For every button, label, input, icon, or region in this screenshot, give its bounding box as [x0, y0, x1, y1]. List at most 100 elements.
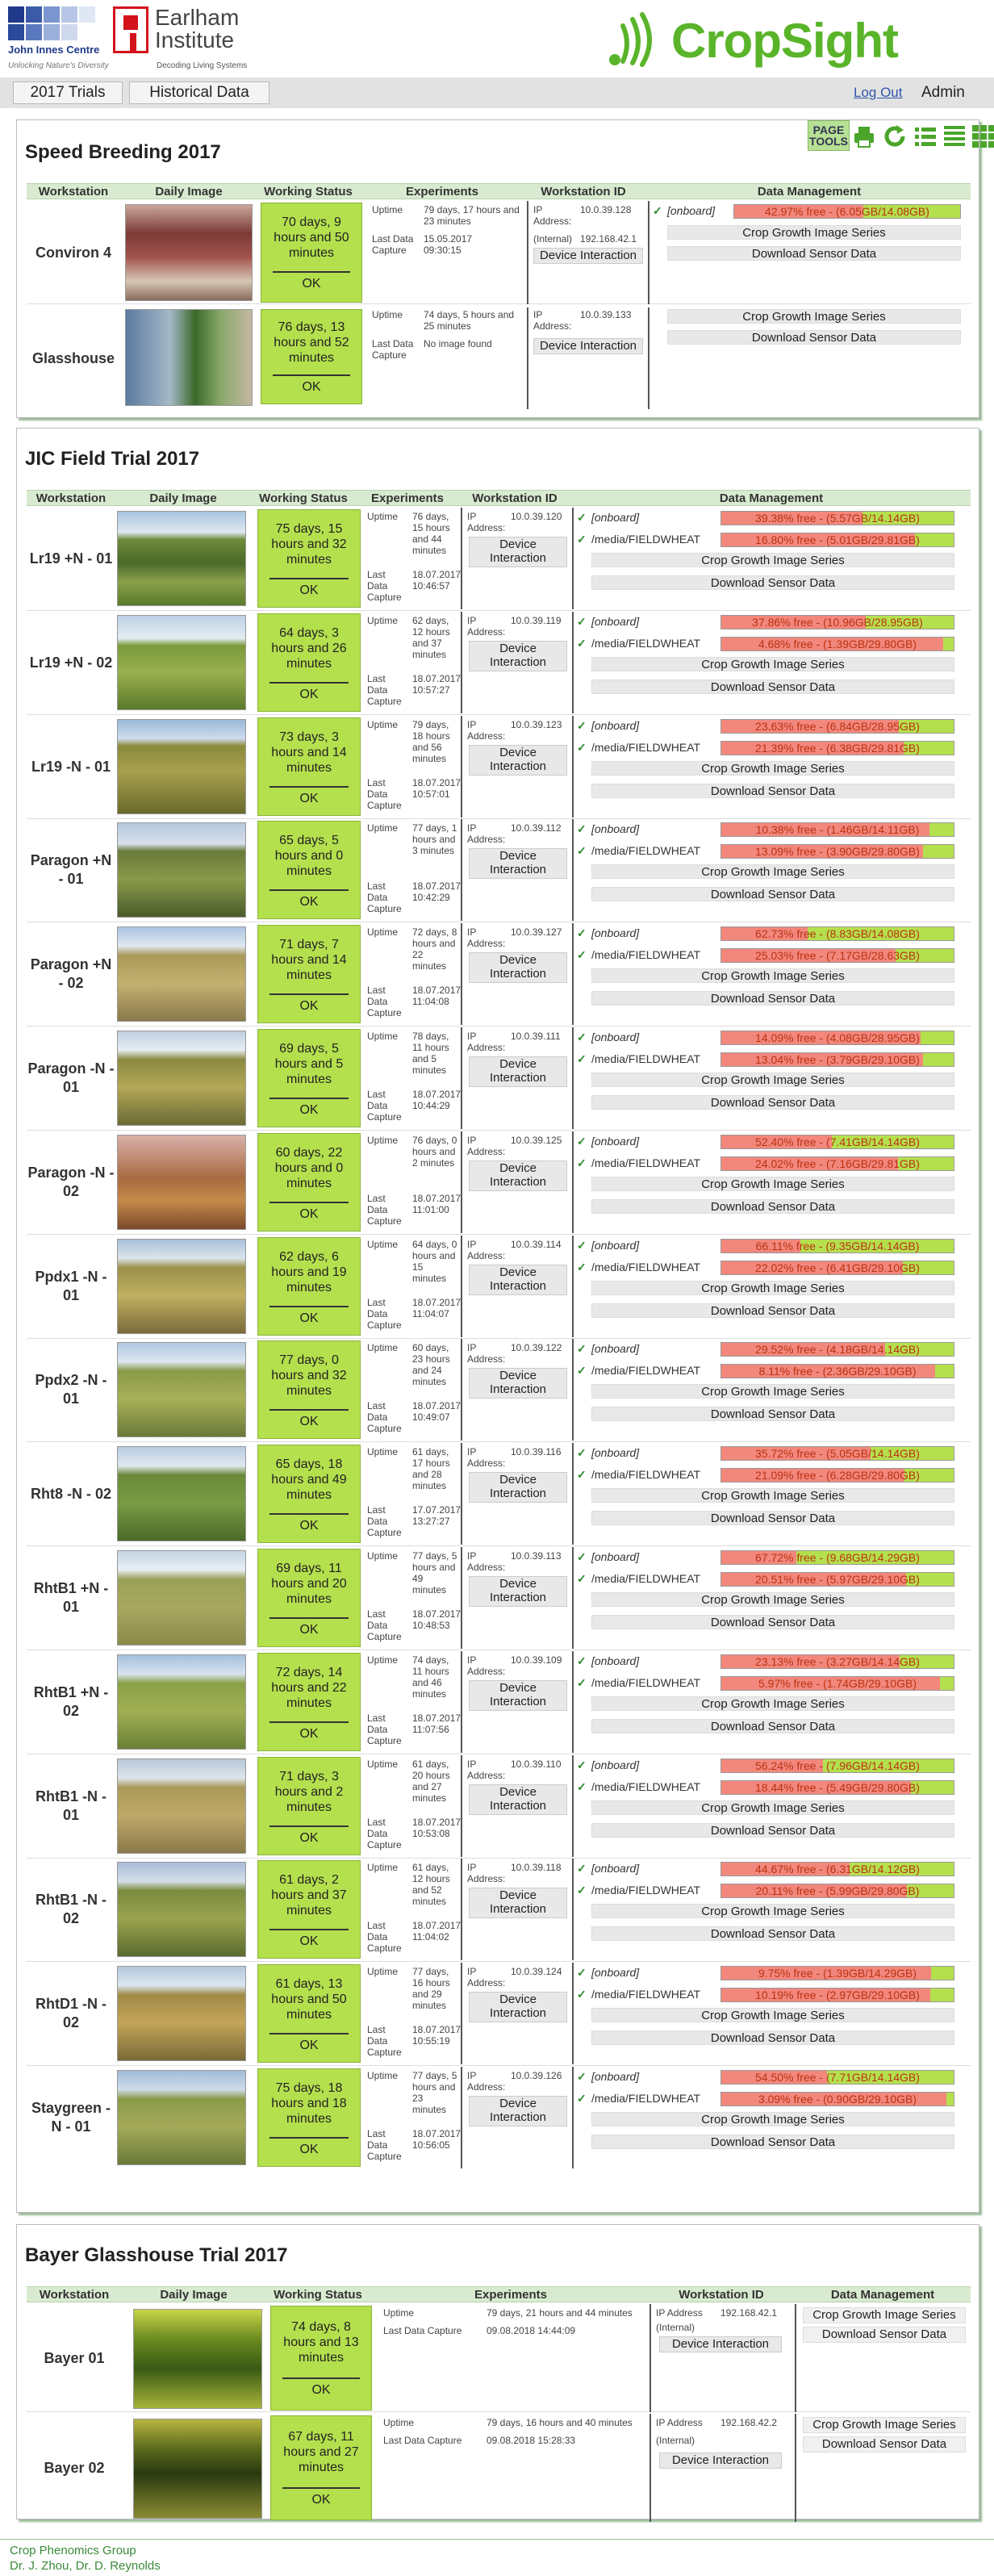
crop-growth-button[interactable]: Crop Growth Image Series — [591, 2112, 954, 2126]
workstation-name: Paragon +N - 01 — [30, 852, 112, 887]
daily-image[interactable] — [117, 1550, 246, 1646]
device-interaction-button[interactable]: Device Interaction — [469, 1680, 567, 1711]
download-sensor-button[interactable]: Download Sensor Data — [591, 2135, 954, 2149]
download-sensor-button[interactable]: Download Sensor Data — [591, 887, 954, 901]
crop-growth-button[interactable]: Crop Growth Image Series — [591, 761, 954, 776]
working-status: 76 days, 13 hours and 52 minutes OK — [261, 309, 362, 404]
crop-growth-button[interactable]: Crop Growth Image Series — [591, 968, 954, 983]
download-sensor-button[interactable]: Download Sensor Data — [591, 1303, 954, 1318]
daily-image[interactable] — [117, 2070, 246, 2165]
daily-image[interactable] — [117, 1135, 246, 1230]
device-interaction-button[interactable]: Device Interaction — [533, 248, 643, 264]
download-sensor-button[interactable]: Download Sensor Data — [591, 991, 954, 1006]
download-sensor-button[interactable]: Download Sensor Data — [591, 1199, 954, 1214]
device-interaction-button[interactable]: Device Interaction — [469, 1888, 567, 1918]
daily-image[interactable] — [125, 204, 253, 301]
download-sensor-button[interactable]: Download Sensor Data — [591, 1719, 954, 1733]
daily-image[interactable] — [117, 822, 246, 918]
disk-label-fieldwheat: /media/FIELDWHEAT — [591, 1156, 701, 1169]
crop-growth-button[interactable]: Crop Growth Image Series — [591, 1800, 954, 1815]
device-interaction-button[interactable]: Device Interaction — [469, 641, 567, 671]
daily-image[interactable] — [117, 926, 246, 1022]
grid-icon[interactable] — [971, 123, 994, 149]
device-interaction-button[interactable]: Device Interaction — [469, 1368, 567, 1399]
daily-image[interactable] — [125, 309, 253, 406]
crop-growth-button[interactable]: Crop Growth Image Series — [591, 1281, 954, 1295]
download-sensor-button[interactable]: Download Sensor Data — [803, 2327, 966, 2343]
crop-growth-button[interactable]: Crop Growth Image Series — [591, 1904, 954, 1918]
list-detail-icon[interactable] — [942, 123, 967, 149]
daily-image[interactable] — [117, 1966, 246, 2061]
download-sensor-button[interactable]: Download Sensor Data — [591, 2030, 954, 2045]
device-interaction-button[interactable]: Device Interaction — [469, 1160, 567, 1191]
crop-growth-button[interactable]: Crop Growth Image Series — [591, 1488, 954, 1503]
disk-usage-bar: 9.75% free - (1.39GB/14.29GB) — [720, 1966, 954, 1980]
download-sensor-button[interactable]: Download Sensor Data — [667, 246, 961, 261]
daily-image[interactable] — [117, 1758, 246, 1854]
earlham-logo[interactable]: Earlham Institute Decoding Living Systems — [113, 5, 258, 74]
crop-growth-button[interactable]: Crop Growth Image Series — [591, 1384, 954, 1399]
download-sensor-button[interactable]: Download Sensor Data — [591, 1511, 954, 1525]
device-interaction-button[interactable]: Device Interaction — [659, 2453, 782, 2469]
jic-logo[interactable]: John Innes Centre Unlocking Nature's Div… — [8, 6, 113, 73]
disk-usage-text: 54.50% free - (7.71GB/14.14GB) — [755, 2071, 920, 2084]
check-icon: ✓ — [577, 822, 587, 835]
download-sensor-button[interactable]: Download Sensor Data — [591, 680, 954, 694]
daily-image[interactable] — [117, 615, 246, 710]
list-icon[interactable] — [913, 123, 938, 149]
download-sensor-button[interactable]: Download Sensor Data — [591, 1615, 954, 1629]
cropsight-logo[interactable]: CropSight — [607, 8, 913, 73]
crop-growth-button[interactable]: Crop Growth Image Series — [803, 2417, 966, 2433]
crop-growth-button[interactable]: Crop Growth Image Series — [591, 1592, 954, 1607]
device-interaction-button[interactable]: Device Interaction — [469, 1265, 567, 1295]
download-sensor-button[interactable]: Download Sensor Data — [667, 330, 961, 345]
crop-growth-button[interactable]: Crop Growth Image Series — [591, 553, 954, 567]
crop-growth-button[interactable]: Crop Growth Image Series — [667, 225, 961, 240]
daily-image[interactable] — [117, 1654, 246, 1750]
device-interaction-button[interactable]: Device Interaction — [469, 1472, 567, 1503]
download-sensor-button[interactable]: Download Sensor Data — [591, 1926, 954, 1941]
daily-image[interactable] — [117, 719, 246, 814]
crop-growth-button[interactable]: Crop Growth Image Series — [591, 1177, 954, 1191]
workstation-id: IP Address: 10.0.39.109 Device Interaction — [461, 1651, 570, 1753]
device-interaction-button[interactable]: Device Interaction — [469, 1784, 567, 1815]
download-sensor-button[interactable]: Download Sensor Data — [591, 1823, 954, 1838]
device-interaction-button[interactable]: Device Interaction — [469, 745, 567, 776]
download-sensor-button[interactable]: Download Sensor Data — [591, 1095, 954, 1110]
device-interaction-button[interactable]: Device Interaction — [469, 1056, 567, 1087]
device-interaction-button[interactable]: Device Interaction — [469, 2096, 567, 2126]
ip-value: 10.0.39.122 — [511, 1342, 562, 1353]
print-icon[interactable] — [851, 123, 877, 149]
daily-image[interactable] — [133, 2419, 262, 2519]
device-interaction-button[interactable]: Device Interaction — [469, 1992, 567, 2022]
device-interaction-button[interactable]: Device Interaction — [469, 1576, 567, 1607]
daily-image[interactable] — [117, 1862, 246, 1957]
daily-image[interactable] — [117, 1446, 246, 1541]
download-sensor-button[interactable]: Download Sensor Data — [591, 1407, 954, 1421]
crop-growth-button[interactable]: Crop Growth Image Series — [591, 2008, 954, 2022]
download-sensor-button[interactable]: Download Sensor Data — [591, 784, 954, 798]
daily-image[interactable] — [117, 1342, 246, 1437]
tab-historical-data[interactable]: Historical Data — [129, 82, 269, 104]
crop-growth-button[interactable]: Crop Growth Image Series — [803, 2307, 966, 2323]
device-interaction-button[interactable]: Device Interaction — [659, 2336, 782, 2352]
daily-image[interactable] — [133, 2309, 262, 2409]
crop-growth-button[interactable]: Crop Growth Image Series — [667, 309, 961, 324]
logout-link[interactable]: Log Out — [854, 85, 903, 100]
crop-growth-button[interactable]: Crop Growth Image Series — [591, 1696, 954, 1711]
daily-image[interactable] — [117, 1031, 246, 1126]
device-interaction-button[interactable]: Device Interaction — [469, 537, 567, 567]
crop-growth-button[interactable]: Crop Growth Image Series — [591, 657, 954, 671]
refresh-icon[interactable] — [882, 123, 908, 149]
daily-image[interactable] — [117, 1239, 246, 1334]
device-interaction-button[interactable]: Device Interaction — [469, 848, 567, 879]
device-interaction-button[interactable]: Device Interaction — [469, 952, 567, 983]
status-duration: 67 days, 11 hours and 27 minutes — [283, 2429, 359, 2474]
daily-image[interactable] — [117, 511, 246, 606]
crop-growth-button[interactable]: Crop Growth Image Series — [591, 864, 954, 879]
download-sensor-button[interactable]: Download Sensor Data — [591, 575, 954, 590]
download-sensor-button[interactable]: Download Sensor Data — [803, 2436, 966, 2453]
tab-2017-trials[interactable]: 2017 Trials — [13, 82, 123, 104]
device-interaction-button[interactable]: Device Interaction — [533, 338, 643, 354]
crop-growth-button[interactable]: Crop Growth Image Series — [591, 1073, 954, 1087]
